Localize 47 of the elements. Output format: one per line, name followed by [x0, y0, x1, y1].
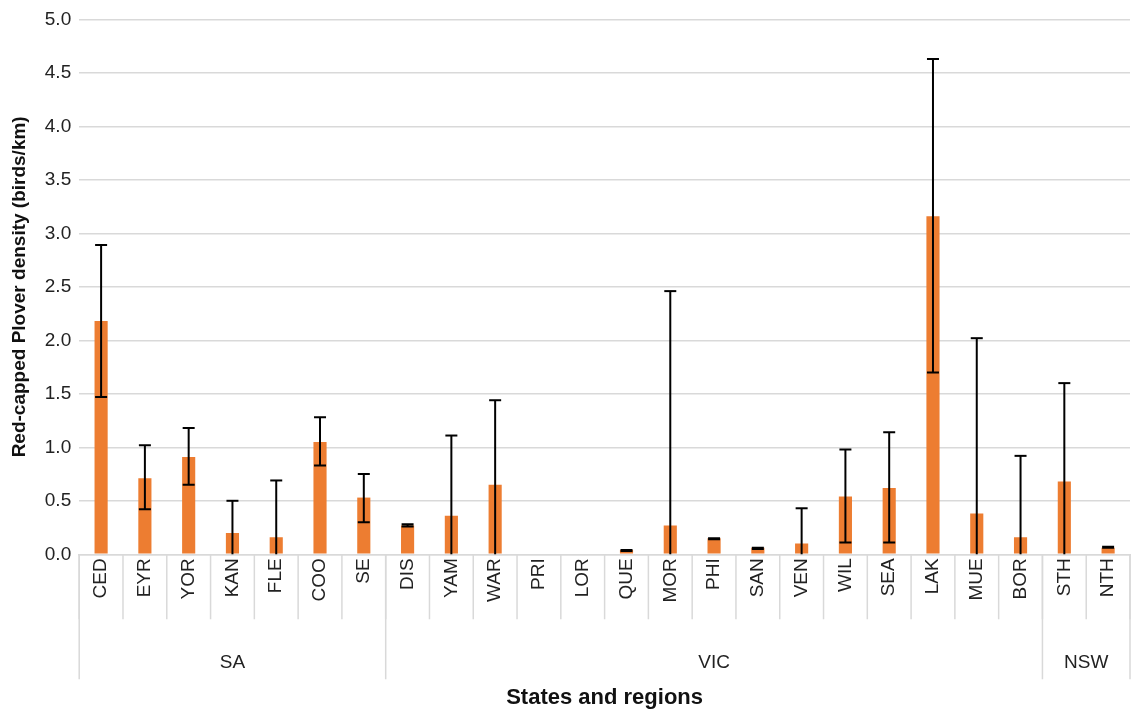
- bar: [357, 497, 371, 554]
- y-tick-label: 4.5: [44, 61, 72, 83]
- text: VIC: [698, 650, 730, 672]
- y-tick-label: 2.5: [44, 275, 72, 297]
- text: SA: [219, 650, 246, 672]
- x-tick-label: LAK: [921, 557, 943, 595]
- x-tick-label: WIL: [833, 558, 855, 593]
- x-tick-label: BOR: [1008, 558, 1030, 600]
- x-tick-label: EYR: [133, 558, 155, 598]
- y-tick-label: 5.0: [44, 7, 72, 29]
- x-tick-label: QUE: [614, 558, 636, 600]
- x-tick-label: KAN: [220, 558, 242, 598]
- y-tick-label: 1.5: [44, 382, 72, 404]
- x-tick-label: FLE: [264, 558, 286, 594]
- x-axis-title: States and regions: [506, 683, 704, 709]
- x-tick-label: COO: [308, 558, 330, 602]
- y-tick-label: 1.0: [44, 435, 72, 457]
- y-tick-label: 3.0: [44, 221, 72, 243]
- x-tick-label: STH: [1052, 558, 1074, 597]
- y-axis-title: Red-capped Plover density (birds/km): [7, 116, 29, 458]
- x-tick-label: YAM: [439, 558, 461, 599]
- x-tick-label: MUE: [964, 558, 986, 601]
- text: NSW: [1064, 650, 1109, 672]
- bar: [94, 321, 108, 554]
- y-tick-label: 3.5: [44, 168, 72, 190]
- bar: [926, 216, 940, 554]
- bar: [313, 441, 327, 554]
- bar: [401, 525, 415, 554]
- x-tick-label: CED: [89, 558, 111, 599]
- bar: [138, 478, 152, 554]
- bar: [182, 456, 196, 554]
- x-tick-label: YOR: [176, 558, 198, 600]
- x-tick-label: MOR: [658, 558, 680, 603]
- x-tick-label: PHI: [702, 558, 724, 590]
- x-tick-label: SE: [352, 558, 374, 584]
- x-tick-label: DIS: [395, 558, 417, 590]
- x-tick-label: SAN: [746, 558, 768, 598]
- x-tick-label: WAR: [483, 558, 505, 602]
- y-tick-label: 4.0: [44, 114, 72, 136]
- x-tick-label: NTH: [1096, 558, 1118, 598]
- y-tick-label: 0.0: [44, 542, 72, 564]
- x-tick-label: LOR: [570, 558, 592, 598]
- y-tick-label: 0.5: [44, 489, 72, 511]
- x-tick-label: VEN: [789, 558, 811, 598]
- x-tick-label: PRI: [527, 558, 549, 590]
- x-tick-label: SEA: [877, 557, 899, 597]
- y-tick-label: 2.0: [44, 328, 72, 350]
